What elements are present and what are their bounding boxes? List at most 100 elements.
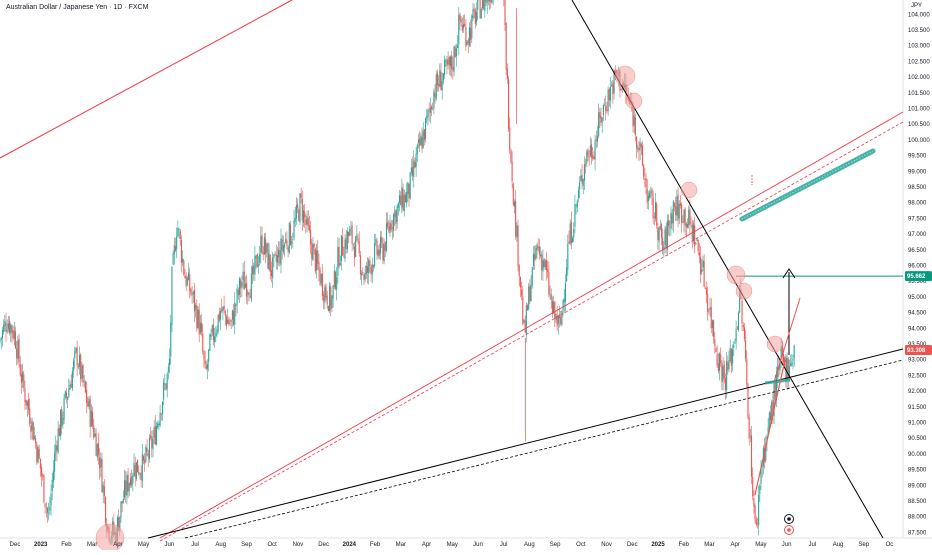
candle-body xyxy=(379,236,382,254)
symbol-title[interactable]: Australian Dollar / Japanese Yen · 1D · … xyxy=(4,3,151,12)
y-tick-label: 102.500 xyxy=(908,59,930,65)
candle-body xyxy=(129,478,132,486)
candle-body xyxy=(670,212,672,229)
candle-body xyxy=(774,382,776,399)
candle-body xyxy=(613,70,615,94)
candle-body xyxy=(325,285,327,298)
candle-body xyxy=(652,197,654,219)
highlight-circle[interactable] xyxy=(614,65,636,87)
channel-line-lower[interactable] xyxy=(159,111,904,539)
candle-body xyxy=(241,281,243,287)
x-tick-label: Jun xyxy=(473,542,483,548)
candle-body xyxy=(780,347,782,358)
candle-body xyxy=(479,0,481,19)
y-tick-label: 98.500 xyxy=(908,185,927,191)
candle-body xyxy=(724,377,727,391)
candle-body xyxy=(388,226,390,232)
candle-body xyxy=(361,273,363,276)
highlight-circle[interactable] xyxy=(766,335,784,353)
channel-line-upper[interactable] xyxy=(0,0,293,159)
candle-body xyxy=(415,153,417,168)
candle-body xyxy=(413,160,415,177)
candle-body xyxy=(548,271,550,295)
candle-body xyxy=(775,374,777,400)
candle-body xyxy=(557,315,559,324)
candle-body xyxy=(726,361,728,391)
candle-body xyxy=(737,312,740,331)
candle-body xyxy=(334,271,337,289)
candle-body xyxy=(216,329,218,335)
candle-body xyxy=(349,228,351,237)
highlight-circle[interactable] xyxy=(726,265,746,285)
candle-body xyxy=(318,261,320,271)
candle-body xyxy=(333,270,335,288)
candle-body xyxy=(472,9,474,18)
candle-body xyxy=(337,246,339,276)
candle-body xyxy=(577,190,580,199)
candle-body xyxy=(45,507,47,509)
candle-body xyxy=(251,266,254,274)
candle-body xyxy=(614,70,616,73)
candle-body xyxy=(105,497,107,523)
candle-body xyxy=(11,325,13,333)
candle-body xyxy=(769,412,772,421)
candle-body xyxy=(590,144,593,158)
candle-body xyxy=(553,302,555,313)
highlight-circle[interactable] xyxy=(735,282,753,300)
candle-body xyxy=(700,256,702,275)
candle-body xyxy=(65,392,68,398)
candle-body xyxy=(729,347,731,361)
candle-body xyxy=(387,221,389,227)
candle-body xyxy=(356,235,358,238)
candle-body xyxy=(598,112,600,137)
ascending-trendline-dashed[interactable] xyxy=(184,359,904,539)
current-price-tag: 93.308 xyxy=(907,348,926,354)
x-tick-label: Dec xyxy=(10,542,21,548)
candle-body xyxy=(169,358,171,366)
red-rally-line[interactable] xyxy=(754,359,786,496)
candle-body xyxy=(448,57,450,66)
marked-level-tag-bg[interactable] xyxy=(905,271,932,282)
candle-body xyxy=(24,388,26,403)
candle-body xyxy=(720,354,722,364)
current-price-tag-bg[interactable] xyxy=(905,345,932,356)
highlight-circle[interactable] xyxy=(625,92,643,110)
candle-body xyxy=(121,501,123,504)
candle-body xyxy=(151,436,153,449)
red-projection-line[interactable] xyxy=(773,297,801,383)
support-zone-bar[interactable] xyxy=(764,378,791,385)
highlight-circle[interactable] xyxy=(680,181,698,199)
candle-body xyxy=(344,239,346,260)
candle-body xyxy=(172,253,174,265)
x-tick-label: Oct xyxy=(576,542,586,548)
candle-body xyxy=(59,409,62,437)
candle-body xyxy=(442,73,444,81)
candle-body xyxy=(228,319,230,325)
candle-body xyxy=(63,398,65,420)
candle-body xyxy=(340,235,342,262)
candle-body xyxy=(523,320,525,322)
candle-body xyxy=(439,69,441,87)
candle-body xyxy=(562,300,564,311)
candle-body xyxy=(454,46,456,57)
y-tick-label: 100.500 xyxy=(908,122,930,128)
descending-trendline[interactable] xyxy=(571,0,884,539)
candle-body xyxy=(758,494,760,526)
candle-body xyxy=(752,477,754,497)
candle-body xyxy=(93,425,95,438)
candle-body xyxy=(484,0,486,12)
candle-body xyxy=(460,19,462,23)
channel-line-dashed[interactable] xyxy=(159,121,904,542)
x-tick-label: Jun xyxy=(782,542,792,548)
candle-body xyxy=(22,371,24,382)
candle-body xyxy=(295,205,297,219)
currency-label: JPY xyxy=(911,3,923,9)
candle-body xyxy=(487,0,489,1)
candle-body xyxy=(128,483,130,492)
candle-body xyxy=(122,498,124,503)
candle-body xyxy=(714,339,716,346)
candle-body xyxy=(750,435,753,477)
candle-body xyxy=(476,11,478,23)
